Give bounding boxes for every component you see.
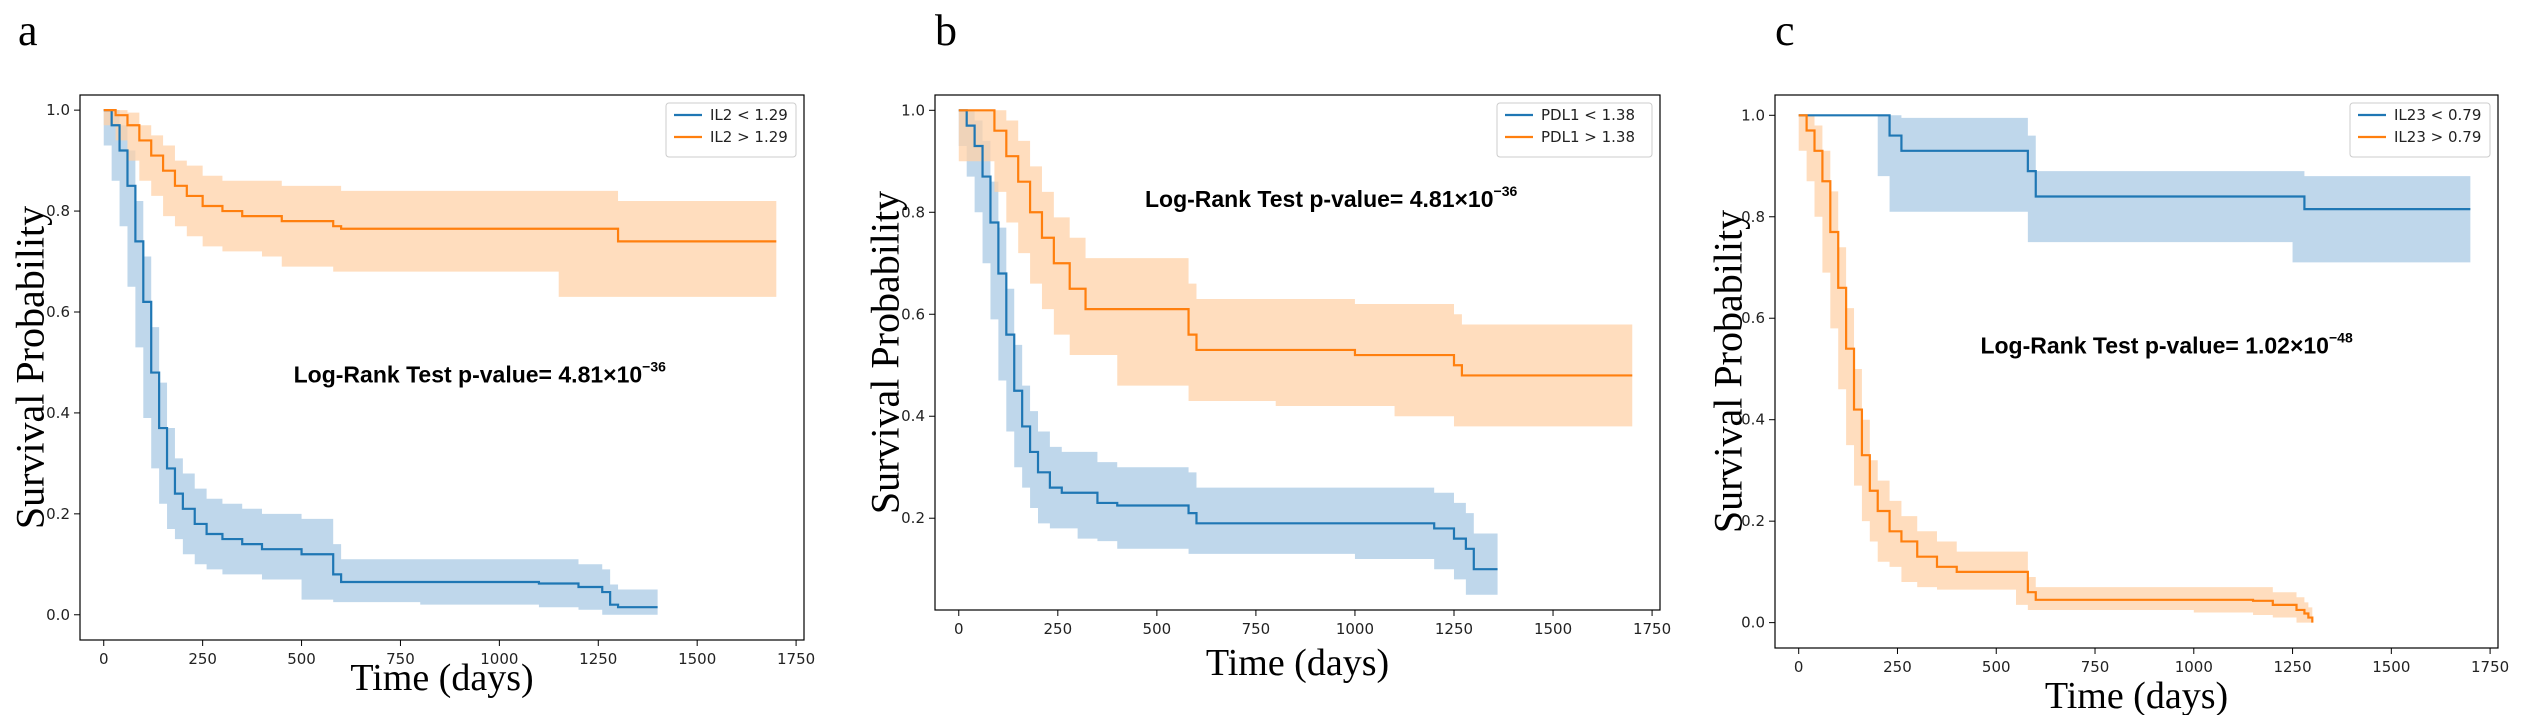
y-tick-label: 0.6: [46, 303, 70, 321]
x-tick-label: 500: [287, 650, 316, 668]
x-tick-label: 1000: [2175, 658, 2213, 676]
y-axis-label: Survival Probability: [1706, 210, 1751, 533]
legend: PDL1 < 1.38 PDL1 > 1.38: [1496, 102, 1653, 158]
x-tick-label: 1250: [579, 650, 617, 668]
legend-entry-2: IL23 > 0.79: [2394, 128, 2481, 146]
y-tick-label: 1.0: [901, 101, 925, 119]
y-tick-label: 0.8: [46, 202, 70, 220]
x-tick-label: 0: [99, 650, 109, 668]
y-tick-label: 0.2: [901, 509, 925, 527]
panel-letter: c: [1775, 6, 1795, 55]
legend-entry-1: IL23 < 0.79: [2394, 106, 2481, 124]
legend-entry-1: PDL1 < 1.38: [1541, 106, 1635, 124]
x-axis-label: Time (days): [2045, 675, 2228, 715]
p-value-text: Log-Rank Test p-value= 4.81×10: [1145, 186, 1494, 212]
survival-line-1: [958, 109, 1498, 571]
x-tick-label: 250: [188, 650, 217, 668]
p-value-exponent: −48: [2329, 330, 2353, 346]
legend: IL23 < 0.79 IL23 > 0.79: [2349, 102, 2491, 158]
y-tick-label: 0.6: [1741, 309, 1765, 327]
plot-frame: [1774, 94, 2499, 649]
x-tick-label: 1750: [777, 650, 815, 668]
survival-line-1: [1798, 114, 2471, 211]
y-tick-label: 0.4: [1741, 411, 1765, 429]
x-tick-label: 1750: [2471, 658, 2509, 676]
y-tick-label: 0.6: [901, 305, 925, 323]
y-tick-label: 0.2: [46, 505, 70, 523]
survival-line-1: [103, 109, 658, 609]
chart-panel-b: b 0 250 500 750 1000 1250 1500 1750 0.2 0.4 0.6 0.8 1…: [863, 6, 1672, 684]
x-tick-label: 1000: [1336, 620, 1374, 638]
p-value-exponent: −36: [1494, 183, 1518, 199]
y-tick-label: 1.0: [1741, 106, 1765, 124]
p-value-annotation: Log-Rank Test p-value= 1.02×10−48: [1980, 330, 2353, 359]
y-tick-label: 0.4: [901, 407, 925, 425]
x-tick-label: 1000: [480, 650, 518, 668]
legend: IL2 < 1.29 IL2 > 1.29: [665, 102, 797, 158]
p-value-annotation: Log-Rank Test p-value= 4.81×10−36: [294, 359, 667, 388]
x-tick-label: 750: [1242, 620, 1271, 638]
x-tick-label: 1500: [1534, 620, 1572, 638]
y-tick-label: 1.0: [46, 101, 70, 119]
chart-panel-c: c 0 250 500 750 1000 1250 1500 1750 0.0 0.2 0.4 0.6 0…: [1706, 6, 2510, 715]
confidence-band-2: [103, 110, 777, 297]
x-tick-label: 1500: [2372, 658, 2410, 676]
x-axis-label: Time (days): [1206, 642, 1389, 684]
y-tick-label: 0.2: [1741, 512, 1765, 530]
p-value-text: Log-Rank Test p-value= 1.02×10: [1980, 333, 2329, 359]
panel-letter: b: [935, 6, 957, 55]
p-value-exponent: −36: [642, 359, 666, 375]
y-axis-label: Survival Probability: [863, 191, 908, 514]
confidence-band-1: [958, 110, 1498, 595]
x-tick-label: 750: [386, 650, 415, 668]
x-tick-label: 750: [2081, 658, 2110, 676]
plot-frame: [79, 94, 805, 641]
legend-entry-2: PDL1 > 1.38: [1541, 128, 1635, 146]
legend-entry-1: IL2 < 1.29: [710, 106, 788, 124]
x-tick-label: 1250: [1435, 620, 1473, 638]
y-tick-label: 0.8: [901, 203, 925, 221]
survival-line-2: [1798, 114, 2314, 623]
y-tick-label: 0.4: [46, 404, 70, 422]
x-tick-label: 0: [1794, 658, 1804, 676]
survival-line-2: [958, 109, 1633, 377]
x-tick-label: 0: [954, 620, 964, 638]
x-tick-label: 1750: [1633, 620, 1671, 638]
legend-box: [1496, 102, 1653, 158]
y-tick-label: 0.8: [1741, 208, 1765, 226]
plot-frame: [934, 94, 1661, 611]
x-tick-label: 1250: [2273, 658, 2311, 676]
confidence-band-1: [1798, 115, 2471, 263]
y-tick-label: 0.0: [1741, 614, 1765, 632]
legend-entry-2: IL2 > 1.29: [710, 128, 788, 146]
survival-line-2: [103, 109, 777, 243]
y-axis-label: Survival Probability: [8, 206, 53, 529]
x-tick-label: 500: [1982, 658, 2011, 676]
x-tick-label: 500: [1143, 620, 1172, 638]
p-value-annotation: Log-Rank Test p-value= 4.81×10−36: [1145, 183, 1518, 212]
y-tick-label: 0.0: [46, 606, 70, 624]
legend-box: [2349, 102, 2491, 158]
confidence-band-2: [958, 110, 1633, 427]
x-tick-label: 250: [1883, 658, 1912, 676]
legend-box: [665, 102, 797, 158]
panel-letter: a: [18, 6, 38, 55]
x-tick-label: 250: [1043, 620, 1072, 638]
x-axis-label: Time (days): [350, 657, 533, 699]
chart-panel-a: a 0 250 500 750 1000 1250 1500 1750 0.0 0.2 0.4 0.6 0…: [8, 6, 816, 699]
x-tick-label: 1500: [678, 650, 716, 668]
p-value-text: Log-Rank Test p-value= 4.81×10: [294, 362, 643, 388]
